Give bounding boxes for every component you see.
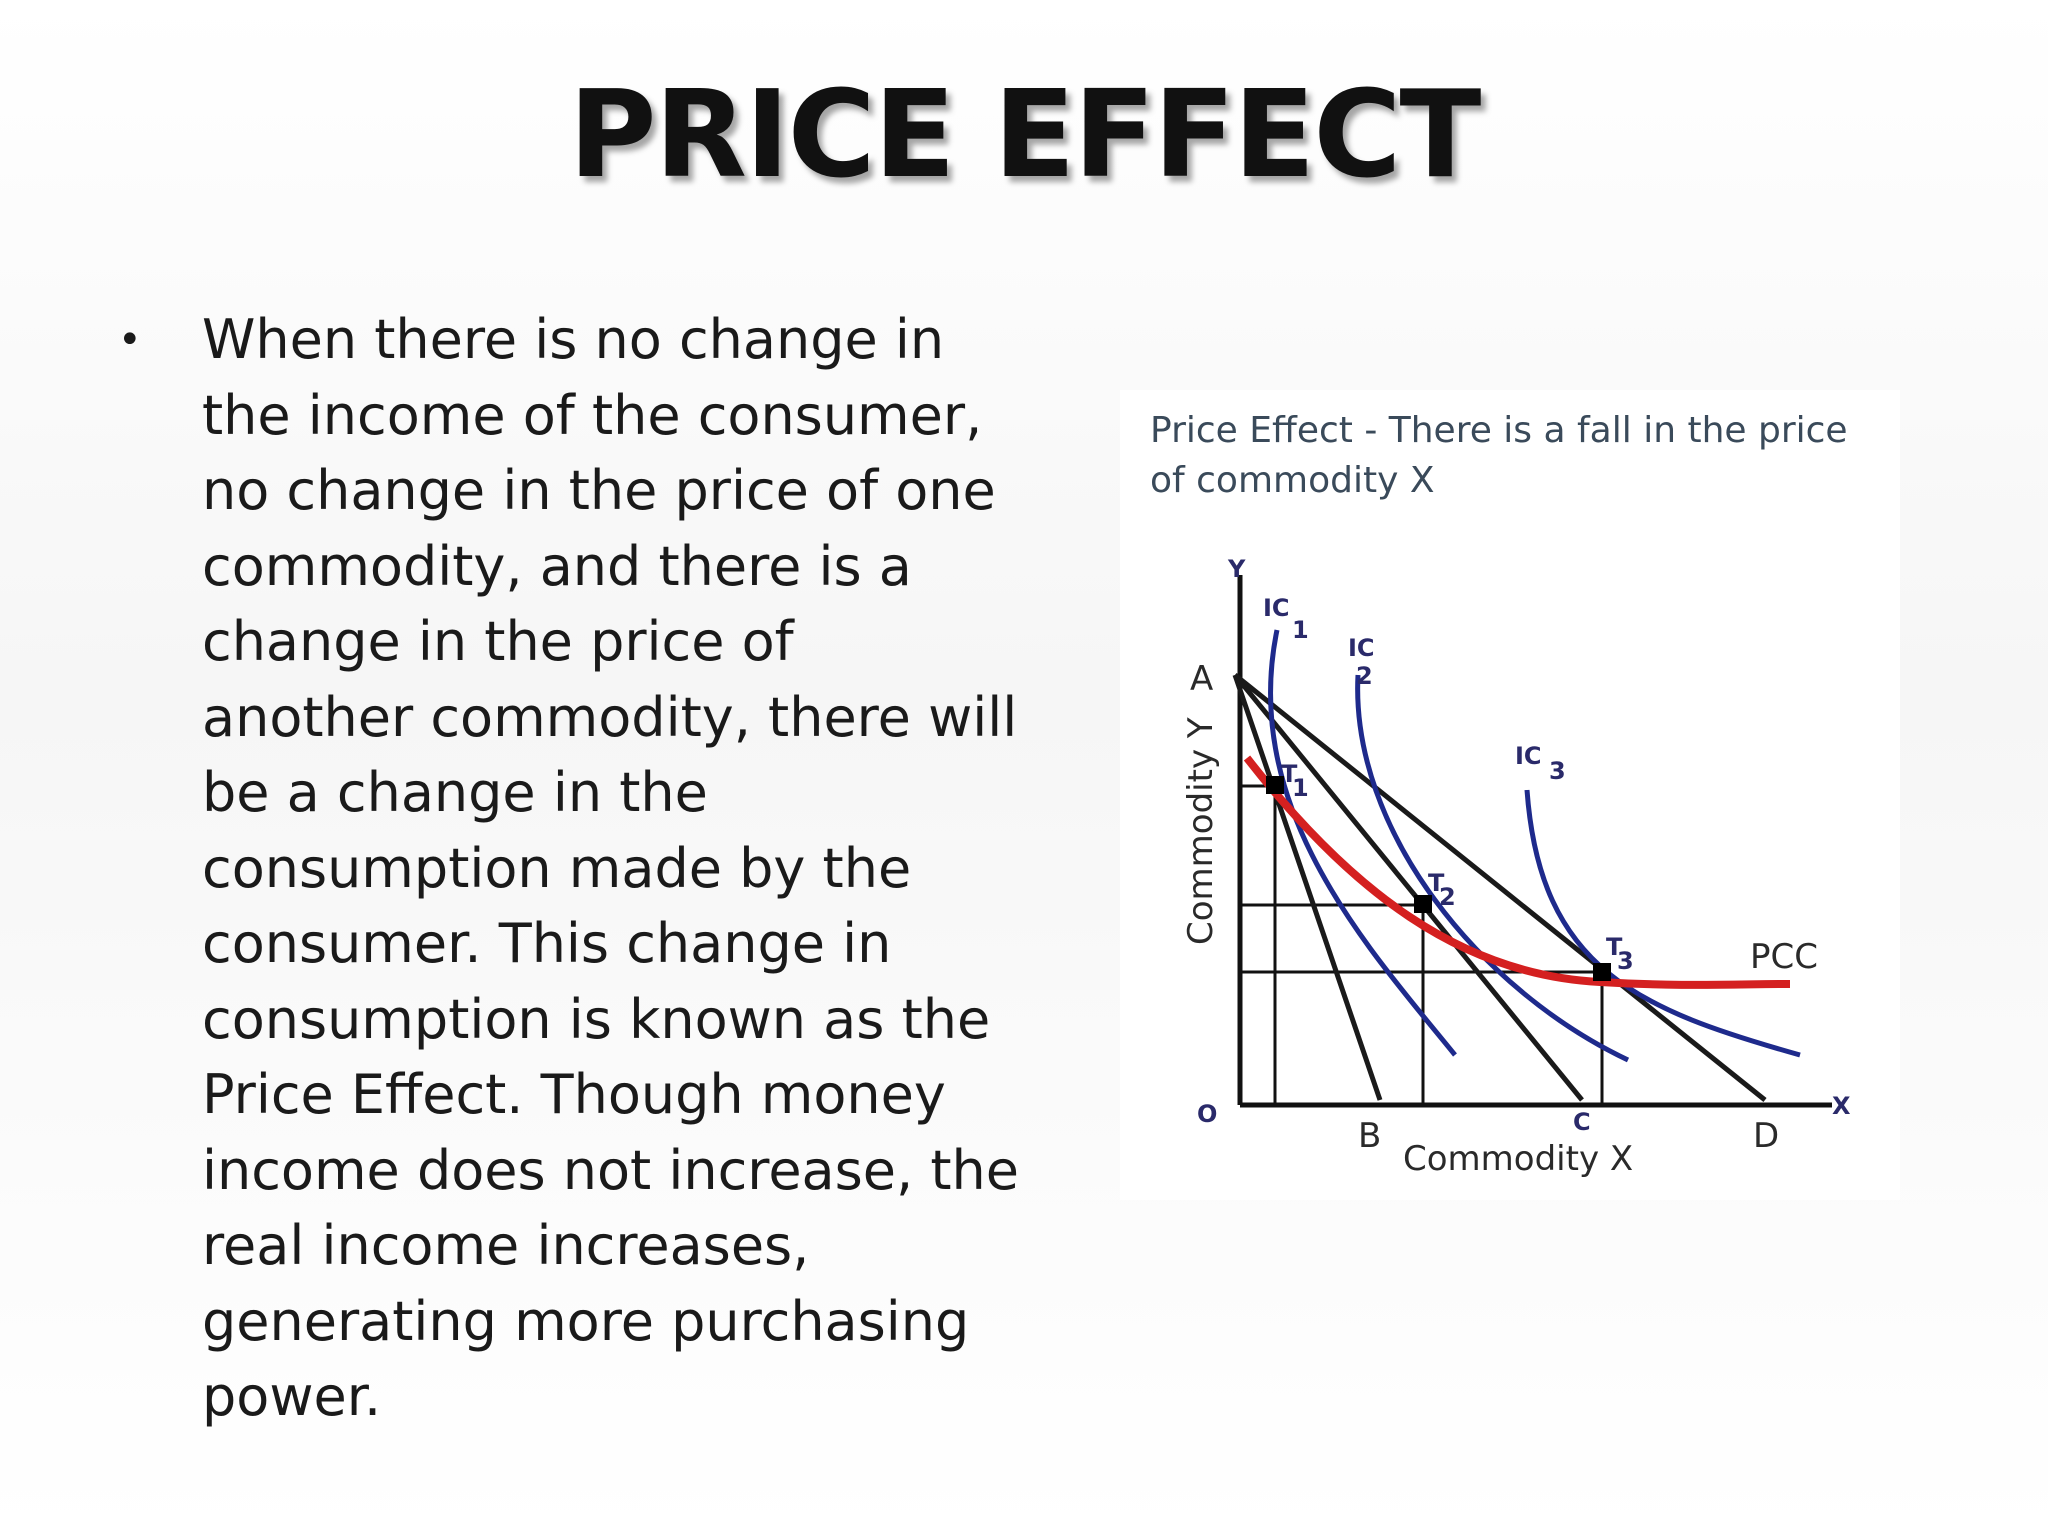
point-c-label: C — [1573, 1108, 1591, 1136]
pcc-label: PCC — [1750, 937, 1818, 977]
indifference-curve-2 — [1355, 674, 1630, 1063]
budget-lines — [1232, 673, 1767, 1102]
t3-subscript: 3 — [1617, 947, 1634, 975]
y-axis-letter: Y — [1227, 555, 1246, 583]
t1-subscript: 1 — [1292, 774, 1309, 802]
ic3-subscript: 3 — [1549, 757, 1566, 785]
point-b-label: B — [1358, 1116, 1381, 1156]
price-consumption-curve — [1243, 755, 1791, 989]
figure-caption-line2: of commodity X — [1150, 460, 1435, 501]
point-t3-marker — [1593, 963, 1611, 981]
bullet-dot: • — [118, 317, 142, 363]
t2-label: T — [1428, 869, 1445, 897]
ic3-label: IC — [1515, 742, 1542, 770]
t3-label: T — [1606, 933, 1623, 961]
ic2-subscript: 2 — [1356, 662, 1373, 690]
ic2-label: IC — [1348, 634, 1375, 662]
indifference-curve-1 — [1268, 629, 1457, 1057]
origin-label: O — [1197, 1100, 1217, 1128]
figure-caption-line1: Price Effect - There is a fall in the pr… — [1150, 410, 1848, 451]
t1-label: T — [1281, 760, 1298, 788]
ic1-subscript: 1 — [1292, 616, 1309, 644]
price-effect-diagram: Price Effect - There is a fall in the pr… — [1120, 390, 1900, 1200]
x-axis-title: Commodity X — [1403, 1139, 1633, 1179]
slide-title: PRICE EFFECT — [568, 66, 1482, 205]
budget-line-ad — [1233, 673, 1767, 1102]
point-t2-marker — [1414, 895, 1432, 913]
budget-line-ac — [1233, 673, 1584, 1102]
budget-line-ab — [1232, 674, 1383, 1101]
point-a-label: A — [1190, 659, 1213, 699]
indifference-curves — [1268, 629, 1801, 1063]
ic1-label: IC — [1263, 594, 1290, 622]
y-axis-title: Commodity Y — [1181, 717, 1221, 945]
t2-subscript: 2 — [1439, 883, 1456, 911]
point-d-label: D — [1753, 1116, 1779, 1156]
x-axis-letter: X — [1832, 1092, 1851, 1120]
price-effect-svg: Price Effect - There is a fall in the pr… — [1150, 410, 1851, 1179]
bullet-text: When there is no change in the income of… — [202, 308, 1019, 1428]
indifference-curve-3 — [1524, 789, 1801, 1058]
point-t1-marker — [1266, 776, 1284, 794]
